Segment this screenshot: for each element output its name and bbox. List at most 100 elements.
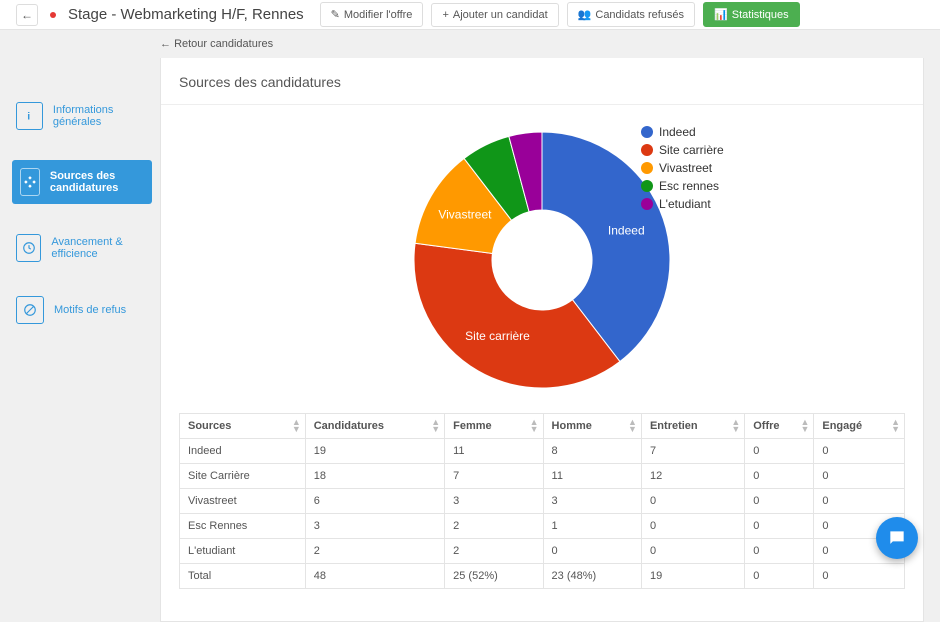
sort-icon[interactable]: ▲▼ [891,419,900,433]
legend-dot [641,198,653,210]
table-cell: 19 [641,564,744,589]
modify-offer-button[interactable]: ✎ Modifier l'offre [320,2,424,27]
legend-item[interactable]: L'etudiant [641,197,724,211]
bar-chart-icon: 📊 [714,8,728,21]
table-cell: 2 [445,539,543,564]
sort-icon[interactable]: ▲▼ [431,419,440,433]
sort-icon[interactable]: ▲▼ [530,419,539,433]
table-cell: 0 [745,464,814,489]
table-header-label: Femme [453,420,492,432]
table-cell: 7 [641,439,744,464]
table-cell: 23 (48%) [543,564,641,589]
topbar: ← Stage - Webmarketing H/F, Rennes ✎ Mod… [0,0,940,30]
legend-dot [641,126,653,138]
table-header-cell[interactable]: Femme ▲▼ [445,414,543,439]
legend-item[interactable]: Indeed [641,125,724,139]
table-cell: 0 [814,564,905,589]
sidebar-item-progress[interactable]: Avancement & efficience [16,230,160,266]
sidebar-item-label: Avancement & efficience [51,236,160,260]
table-cell: 12 [641,464,744,489]
table-header-label: Homme [552,420,592,432]
svg-text:i: i [28,111,31,123]
table-header-cell[interactable]: Sources ▲▼ [180,414,306,439]
table-header-cell[interactable]: Entretien ▲▼ [641,414,744,439]
sort-icon[interactable]: ▲▼ [292,419,301,433]
table-cell: Total [180,564,306,589]
users-icon: 👥 [578,8,592,21]
donut-chart: Indeed Site carrière Vivastreet [402,125,682,395]
add-candidate-label: Ajouter un candidat [453,9,548,21]
table-cell: 0 [641,514,744,539]
table-cell: L'etudiant [180,539,306,564]
pencil-icon: ✎ [331,8,340,21]
sidebar-item-info[interactable]: i Informations générales [16,98,160,134]
table-header-cell[interactable]: Candidatures ▲▼ [305,414,444,439]
add-candidate-button[interactable]: + Ajouter un candidat [431,3,558,27]
rejected-candidates-button[interactable]: 👥 Candidats refusés [567,2,695,27]
table-cell: 25 (52%) [445,564,543,589]
plus-icon: + [442,9,448,21]
sidebar-item-label: Informations générales [53,104,160,128]
table-header-cell[interactable]: Engagé▲▼ [814,414,905,439]
donut-slice-label: Vivastreet [438,208,492,222]
table-cell: 18 [305,464,444,489]
clock-icon [16,234,41,262]
table-cell: 2 [305,539,444,564]
table-cell: 6 [305,489,444,514]
table-cell: 0 [745,564,814,589]
table-cell: 0 [814,439,905,464]
sidebar-item-label: Motifs de refus [54,304,126,316]
table-cell: 2 [445,514,543,539]
table-cell: 19 [305,439,444,464]
legend-label: Vivastreet [659,161,712,175]
sort-icon[interactable]: ▲▼ [800,419,809,433]
table-header-label: Entretien [650,420,698,432]
table-body: Indeed19118700Site Carrière187111200Viva… [180,439,905,589]
legend-item[interactable]: Vivastreet [641,161,724,175]
table-header-label: Sources [188,420,231,432]
table-row: Total4825 (52%)23 (48%)1900 [180,564,905,589]
table-cell: 0 [814,464,905,489]
table-cell: 11 [445,439,543,464]
page-title: Stage - Webmarketing H/F, Rennes [68,6,304,23]
legend-dot [641,144,653,156]
sidebar-item-label: Sources des candidatures [50,170,144,194]
table-cell: Indeed [180,439,306,464]
status-dot [50,12,56,18]
rejected-candidates-label: Candidats refusés [595,9,684,21]
nav-back-button[interactable]: ← [16,4,38,26]
sidebar-item-sources[interactable]: Sources des candidatures [12,160,152,204]
table-header-cell[interactable]: Offre▲▼ [745,414,814,439]
table-header-label: Candidatures [314,420,384,432]
statistics-button[interactable]: 📊 Statistiques [703,2,800,27]
section-title: Sources des candidatures [161,74,923,105]
sort-icon[interactable]: ▲▼ [628,419,637,433]
sidebar: i Informations générales Sources des can… [0,58,160,622]
legend-label: Site carrière [659,143,724,157]
sidebar-item-refusal[interactable]: Motifs de refus [16,292,160,328]
legend-label: L'etudiant [659,197,711,211]
table-cell: 8 [543,439,641,464]
no-entry-icon [16,296,44,324]
donut-chart-wrap: Indeed Site carrière Vivastreet Indeed Site… [161,105,923,395]
arrow-left-icon: ← [160,38,171,50]
table-cell: 7 [445,464,543,489]
table-cell: Esc Rennes [180,514,306,539]
donut-slice-label: Site carrière [465,329,530,343]
sources-table: Sources▲▼Candidatures▲▼Femme▲▼Homme▲▼Ent… [179,413,905,589]
breadcrumb-label: Retour candidatures [174,38,273,50]
table-row: Esc Rennes321000 [180,514,905,539]
table-row: Site Carrière187111200 [180,464,905,489]
table-cell: 1 [543,514,641,539]
table-row: Vivastreet633000 [180,489,905,514]
legend-item[interactable]: Esc rennes [641,179,724,193]
modify-offer-label: Modifier l'offre [344,9,413,21]
sort-icon[interactable]: ▲▼ [731,419,740,433]
breadcrumb-back-link[interactable]: ← Retour candidatures [160,38,273,50]
donut-slice-label: Indeed [608,224,645,238]
table-cell: Site Carrière [180,464,306,489]
chat-fab[interactable] [876,517,918,559]
legend-item[interactable]: Site carrière [641,143,724,157]
table-header-cell[interactable]: Homme ▲▼ [543,414,641,439]
legend-dot [641,162,653,174]
